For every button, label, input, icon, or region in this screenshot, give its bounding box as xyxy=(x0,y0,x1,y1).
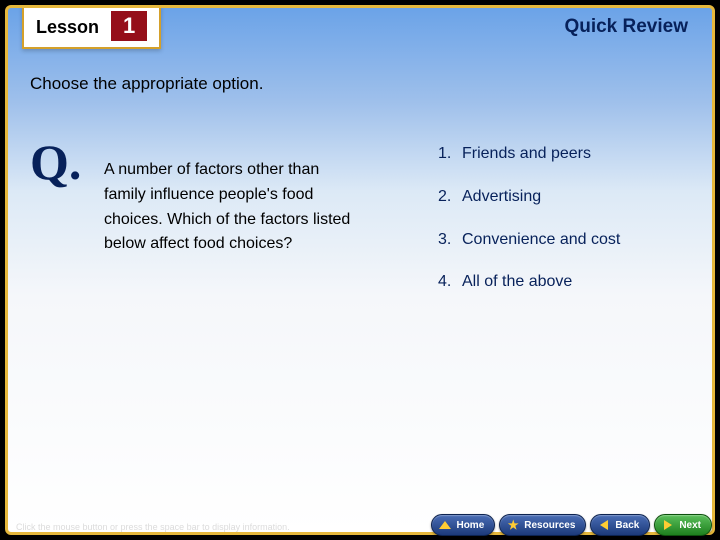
home-icon xyxy=(438,518,452,532)
slide-root: Lesson 1 Quick Review Choose the appropr… xyxy=(0,0,720,540)
option-number: 1. xyxy=(438,144,460,165)
instruction-text: Choose the appropriate option. xyxy=(30,74,263,94)
option-label: Advertising xyxy=(460,187,541,208)
option-number: 4. xyxy=(438,272,460,293)
resources-icon: ★ xyxy=(506,518,520,532)
outer-black: Lesson 1 Quick Review Choose the appropr… xyxy=(0,0,720,540)
lesson-number: 1 xyxy=(111,11,147,41)
nav-bar: Home ★ Resources Back Next xyxy=(431,514,712,536)
resources-label: Resources xyxy=(524,520,575,531)
footer-hint: Click the mouse button or press the spac… xyxy=(16,522,290,532)
option-label: All of the above xyxy=(460,272,572,293)
back-label: Back xyxy=(615,520,639,531)
next-label: Next xyxy=(679,520,701,531)
option-number: 3. xyxy=(438,230,460,251)
lesson-word: Lesson xyxy=(36,17,99,38)
lesson-tab: Lesson 1 xyxy=(22,5,161,49)
back-icon xyxy=(597,518,611,532)
option-3[interactable]: 3. Convenience and cost xyxy=(438,230,688,251)
home-label: Home xyxy=(456,520,484,531)
option-number: 2. xyxy=(438,187,460,208)
question-text: A number of factors other than family in… xyxy=(104,158,364,257)
quick-review-heading: Quick Review xyxy=(564,16,688,38)
option-2[interactable]: 2. Advertising xyxy=(438,187,688,208)
next-button[interactable]: Next xyxy=(654,514,712,536)
option-4[interactable]: 4. All of the above xyxy=(438,272,688,293)
gold-frame: Lesson 1 Quick Review Choose the appropr… xyxy=(5,5,715,535)
resources-button[interactable]: ★ Resources xyxy=(499,514,586,536)
option-label: Friends and peers xyxy=(460,144,591,165)
option-1[interactable]: 1. Friends and peers xyxy=(438,144,688,165)
next-icon xyxy=(661,518,675,532)
question-mark: Q. xyxy=(30,133,81,191)
options-list: 1. Friends and peers 2. Advertising 3. C… xyxy=(438,144,688,315)
option-label: Convenience and cost xyxy=(460,230,620,251)
home-button[interactable]: Home xyxy=(431,514,495,536)
back-button[interactable]: Back xyxy=(590,514,650,536)
